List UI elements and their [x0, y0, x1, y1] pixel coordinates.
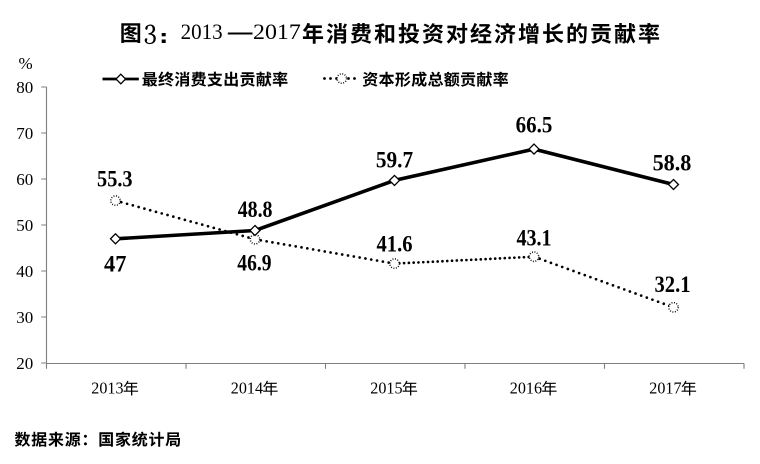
svg-text:2017: 2017	[253, 19, 301, 44]
svg-text:43.1: 43.1	[516, 226, 551, 251]
svg-text:60: 60	[16, 170, 33, 189]
svg-text:41.6: 41.6	[377, 232, 413, 257]
svg-text:%: %	[19, 54, 33, 73]
svg-text:59.7: 59.7	[376, 148, 413, 173]
svg-text:2013: 2013	[181, 19, 223, 44]
svg-text:32.1: 32.1	[655, 272, 691, 297]
svg-text:47: 47	[104, 252, 126, 277]
svg-text:66.5: 66.5	[516, 113, 553, 138]
svg-text:55.3: 55.3	[97, 167, 133, 192]
svg-text:2013: 2013	[91, 378, 123, 397]
svg-text:50: 50	[16, 216, 33, 235]
svg-text:70: 70	[16, 124, 33, 143]
svg-text:2014: 2014	[231, 378, 264, 397]
svg-text:2016: 2016	[510, 378, 542, 397]
svg-text:80: 80	[16, 78, 33, 97]
svg-text:40: 40	[16, 262, 33, 281]
svg-text:2017: 2017	[649, 378, 682, 397]
svg-text:2015: 2015	[370, 378, 402, 397]
svg-text:46.9: 46.9	[237, 250, 271, 275]
svg-text:58.8: 58.8	[653, 151, 692, 176]
svg-text:48.8: 48.8	[238, 197, 273, 222]
svg-text:30: 30	[16, 308, 33, 327]
svg-text:20: 20	[16, 354, 33, 373]
